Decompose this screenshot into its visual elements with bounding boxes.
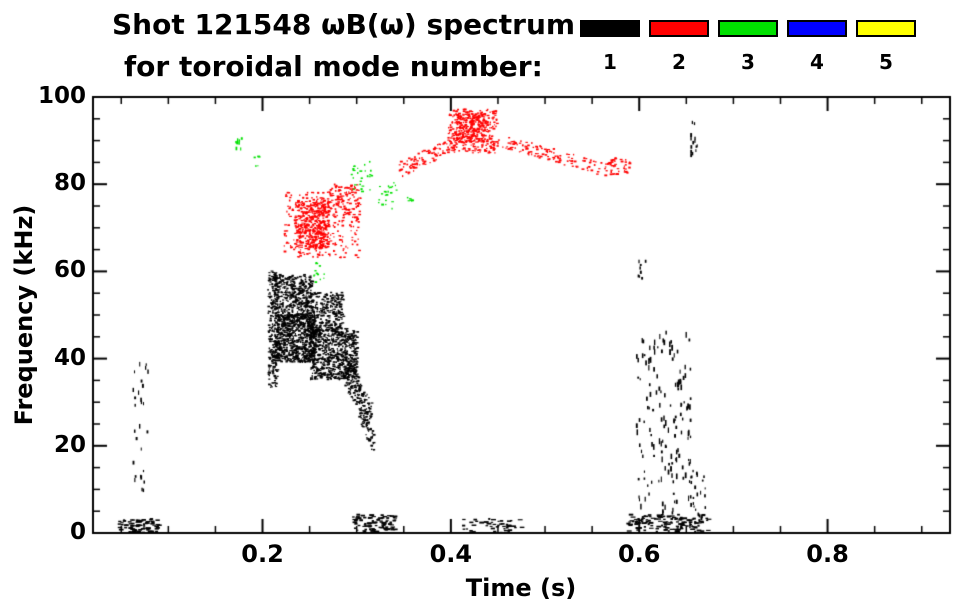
legend-item-mode-4: 4 <box>787 20 847 74</box>
mode-legend: 1 2 3 4 5 <box>580 20 916 74</box>
legend-swatch-black <box>580 20 640 37</box>
x-tick-label: 0.4 <box>429 540 473 568</box>
legend-swatch-yellow <box>856 20 916 37</box>
y-tick-label: 60 <box>53 257 86 284</box>
legend-mode-number: 3 <box>741 50 755 74</box>
legend-item-mode-5: 5 <box>856 20 916 74</box>
legend-mode-number: 2 <box>672 50 686 74</box>
legend-swatch-green <box>718 20 778 37</box>
legend-mode-number: 1 <box>603 50 617 74</box>
legend-swatch-red <box>649 20 709 37</box>
y-tick-label: 0 <box>69 519 86 545</box>
y-tick-label: 80 <box>53 170 86 197</box>
x-axis-label: Time (s) <box>465 574 577 602</box>
legend-swatch-blue <box>787 20 847 37</box>
legend-item-mode-1: 1 <box>580 20 640 74</box>
y-tick-label: 20 <box>53 431 86 458</box>
plot-title-line2: for toroidal mode number: <box>124 50 543 83</box>
legend-item-mode-2: 2 <box>649 20 709 74</box>
x-tick-label: 0.8 <box>806 540 849 568</box>
y-axis-label: Frequency (kHz) <box>10 204 38 426</box>
x-tick-label: 0.6 <box>617 540 661 568</box>
y-tick-label: 40 <box>53 344 86 371</box>
y-tick-label: 100 <box>37 83 86 109</box>
legend-mode-number: 5 <box>879 50 893 74</box>
x-tick-label: 0.2 <box>241 540 284 568</box>
legend-mode-number: 4 <box>810 50 824 74</box>
plot-title-line1: Shot 121548 ωB(ω) spectrum <box>112 8 576 41</box>
legend-item-mode-3: 3 <box>718 20 778 74</box>
